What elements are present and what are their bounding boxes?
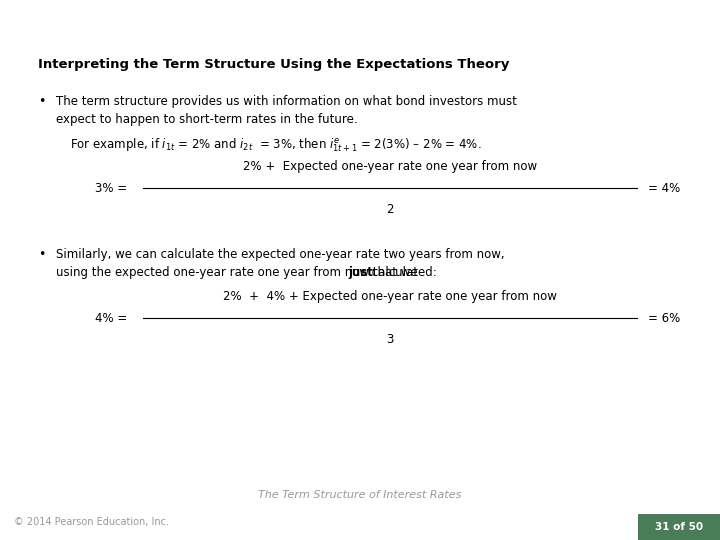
Text: 2%  +  4% + Expected one-year rate one year from now: 2% + 4% + Expected one-year rate one yea… [223,290,557,303]
FancyBboxPatch shape [638,514,720,540]
Text: 2% +  Expected one-year rate one year from now: 2% + Expected one-year rate one year fro… [243,160,537,173]
Text: 3: 3 [387,333,394,346]
Text: 4% =: 4% = [95,312,127,325]
Text: = 4%: = 4% [648,181,680,194]
Text: calculated:: calculated: [368,266,436,279]
Text: expect to happen to short-term rates in the future.: expect to happen to short-term rates in … [56,113,358,126]
Text: Similarly, we can calculate the expected one-year rate two years from now,: Similarly, we can calculate the expected… [56,248,505,261]
Text: 3% =: 3% = [95,181,127,194]
Text: The term structure provides us with information on what bond investors must: The term structure provides us with info… [56,95,517,108]
Text: 31 of 50: 31 of 50 [655,522,703,532]
Text: •: • [38,248,45,261]
Text: © 2014 Pearson Education, Inc.: © 2014 Pearson Education, Inc. [14,517,169,527]
Text: The Term Structure of Interest Rates: The Term Structure of Interest Rates [258,490,462,500]
Text: just: just [348,266,373,279]
Text: For example, if $i_{1t}$ = 2% and $i_{2t}$  = 3%, then $i^e_{1t+1}$ = 2(3%) – 2%: For example, if $i_{1t}$ = 2% and $i_{2t… [70,136,482,153]
Text: Interpreting the Term Structure Using the Expectations Theory: Interpreting the Term Structure Using th… [38,58,509,71]
Text: = 6%: = 6% [648,312,680,325]
Text: 2: 2 [386,203,394,216]
Text: using the expected one-year rate one year from now that we: using the expected one-year rate one yea… [56,266,421,279]
Text: •: • [38,95,45,108]
